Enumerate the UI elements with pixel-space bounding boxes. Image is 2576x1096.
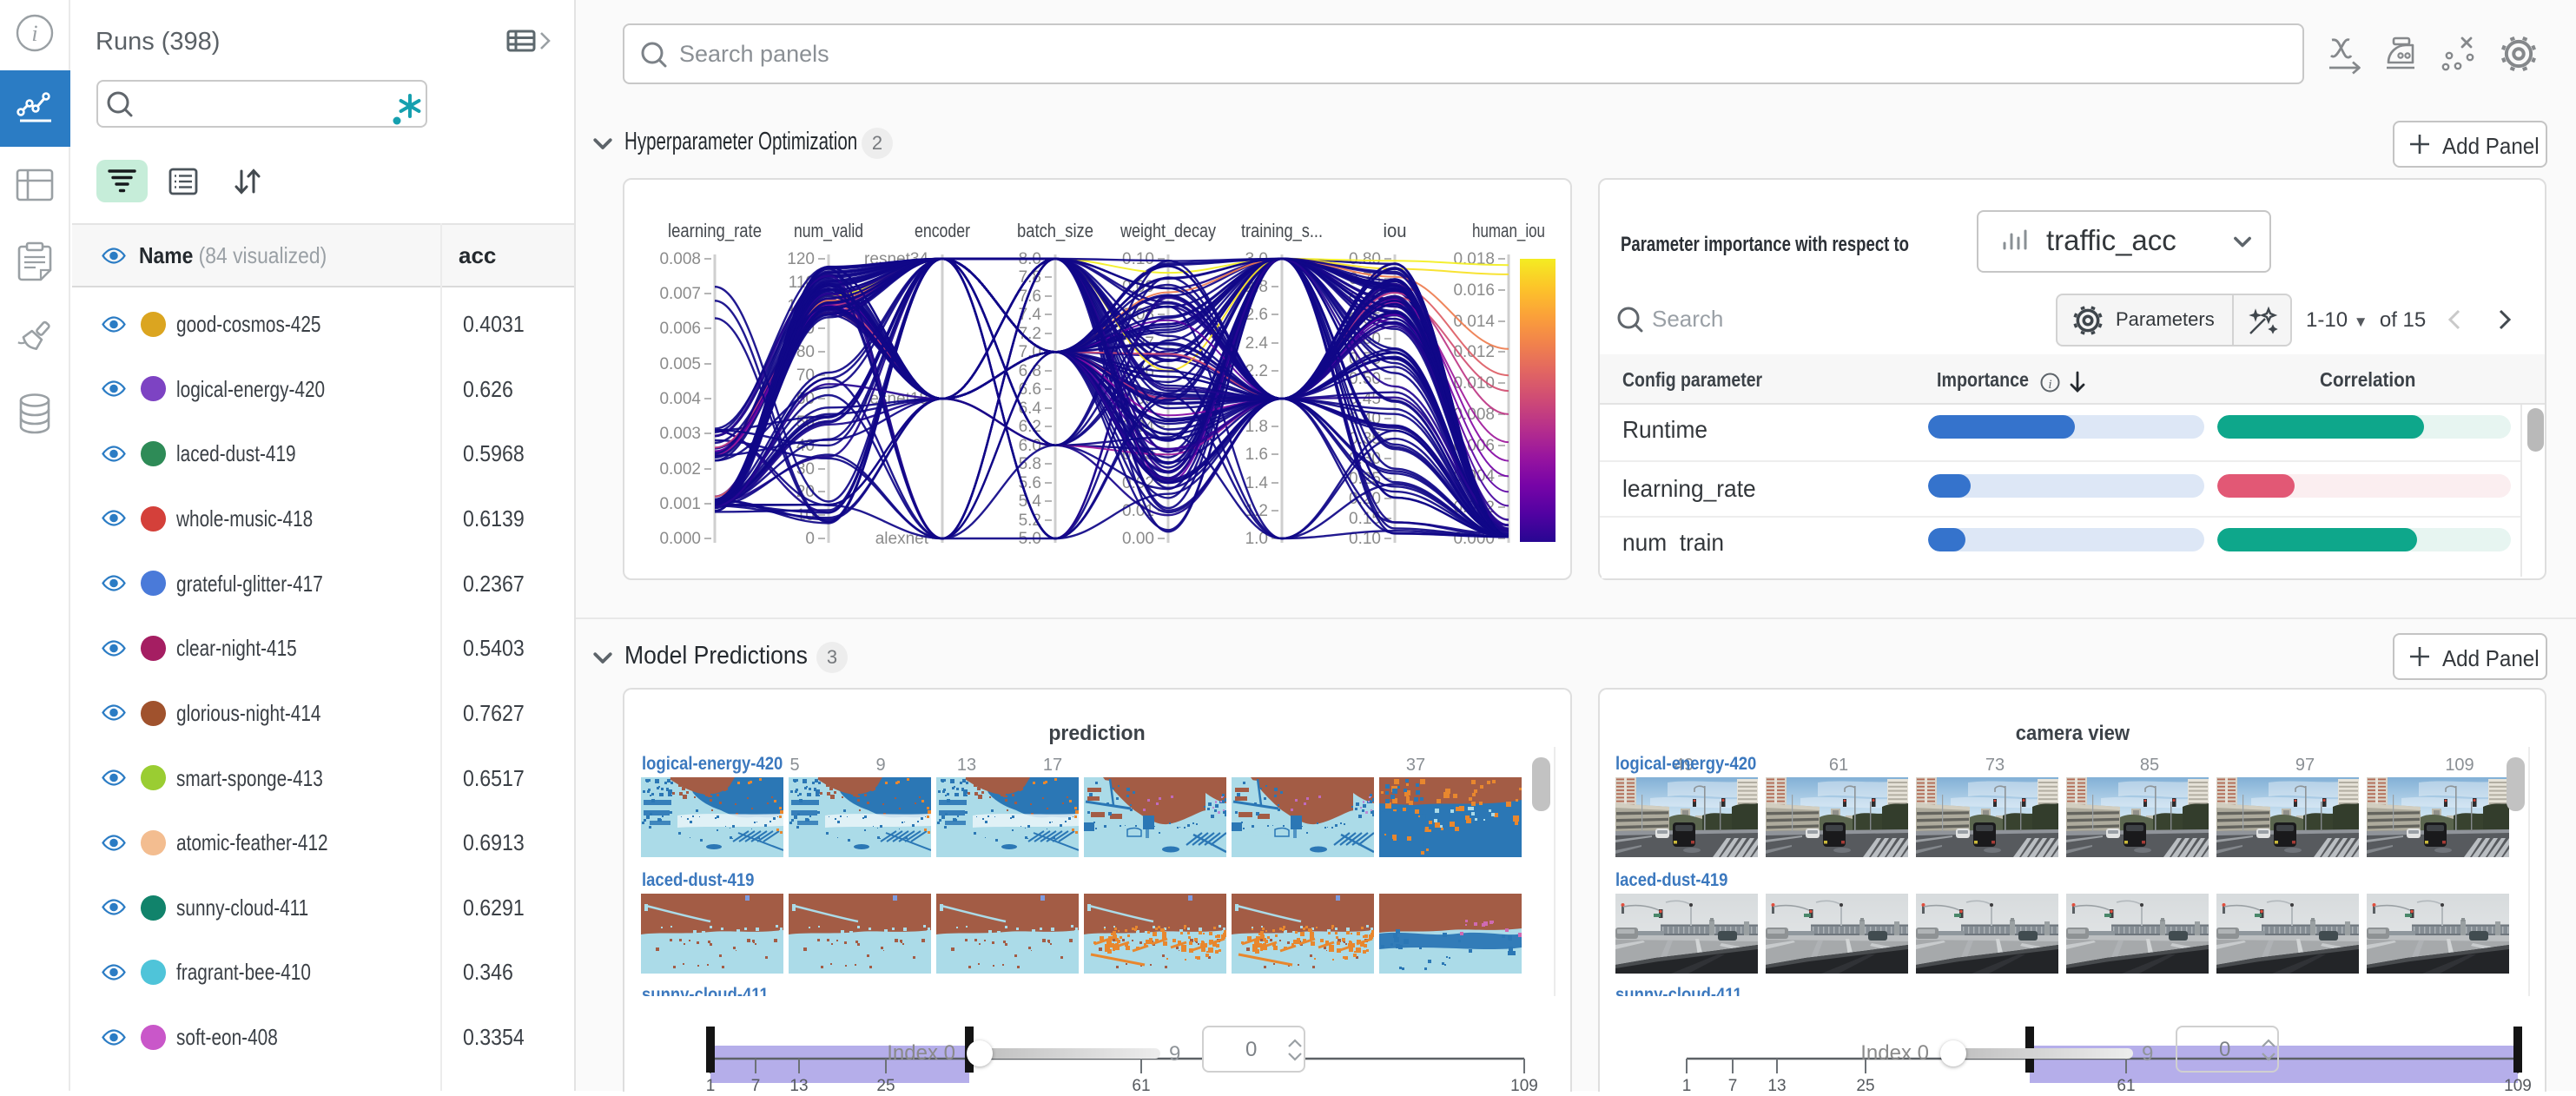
svg-text:0.012: 0.012 [1453, 343, 1495, 361]
svg-text:7.0: 7.0 [1019, 343, 1041, 361]
svg-text:0.008: 0.008 [659, 250, 701, 268]
svg-text:num_valid: num_valid [794, 220, 863, 241]
svg-text:7.2: 7.2 [1019, 325, 1041, 343]
svg-text:1.6: 1.6 [1245, 446, 1268, 464]
svg-text:0.006: 0.006 [659, 320, 701, 338]
svg-text:1.4: 1.4 [1245, 474, 1269, 492]
svg-text:0.004: 0.004 [659, 390, 701, 408]
svg-text:0.00: 0.00 [1122, 530, 1154, 548]
svg-text:0.15: 0.15 [1349, 510, 1381, 528]
svg-text:7.4: 7.4 [1019, 306, 1042, 324]
svg-text:training_s...: training_s... [1241, 220, 1323, 241]
svg-text:batch_size: batch_size [1017, 220, 1093, 241]
svg-text:0.005: 0.005 [659, 355, 701, 373]
svg-text:0.014: 0.014 [1453, 313, 1495, 331]
svg-text:i: i [31, 21, 37, 46]
svg-text:1.8: 1.8 [1245, 418, 1268, 436]
svg-text:120: 120 [787, 250, 815, 268]
svg-text:80: 80 [796, 343, 815, 361]
svg-text:0.016: 0.016 [1453, 281, 1495, 300]
svg-text:weight_decay: weight_decay [1120, 220, 1216, 241]
svg-text:7.8: 7.8 [1019, 268, 1041, 287]
svg-text:2.6: 2.6 [1245, 306, 1268, 324]
svg-text:0: 0 [805, 530, 815, 548]
svg-text:6.8: 6.8 [1019, 362, 1041, 380]
svg-text:0.010: 0.010 [1453, 374, 1495, 393]
svg-text:0.003: 0.003 [659, 425, 701, 443]
svg-text:5.4: 5.4 [1019, 492, 1042, 511]
svg-text:2.4: 2.4 [1245, 334, 1269, 353]
svg-text:5.2: 5.2 [1019, 512, 1041, 530]
svg-text:learning_rate: learning_rate [668, 220, 762, 241]
svg-text:6.2: 6.2 [1019, 418, 1041, 436]
svg-text:human_iou: human_iou [1472, 220, 1545, 241]
svg-text:5.8: 5.8 [1019, 455, 1041, 473]
svg-text:0.10: 0.10 [1122, 250, 1154, 268]
svg-text:0.007: 0.007 [659, 285, 701, 303]
svg-text:0.10: 0.10 [1349, 530, 1381, 548]
svg-text:1.0: 1.0 [1245, 530, 1268, 548]
svg-text:70: 70 [796, 366, 815, 385]
svg-text:0.001: 0.001 [659, 495, 701, 513]
svg-text:0.002: 0.002 [659, 460, 701, 479]
svg-text:i: i [2048, 378, 2051, 392]
svg-text:0.000: 0.000 [659, 530, 701, 548]
svg-text:encoder: encoder [915, 220, 970, 241]
svg-text:0.018: 0.018 [1453, 250, 1495, 268]
svg-text:7.6: 7.6 [1019, 287, 1041, 306]
svg-text:iou: iou [1384, 220, 1407, 241]
